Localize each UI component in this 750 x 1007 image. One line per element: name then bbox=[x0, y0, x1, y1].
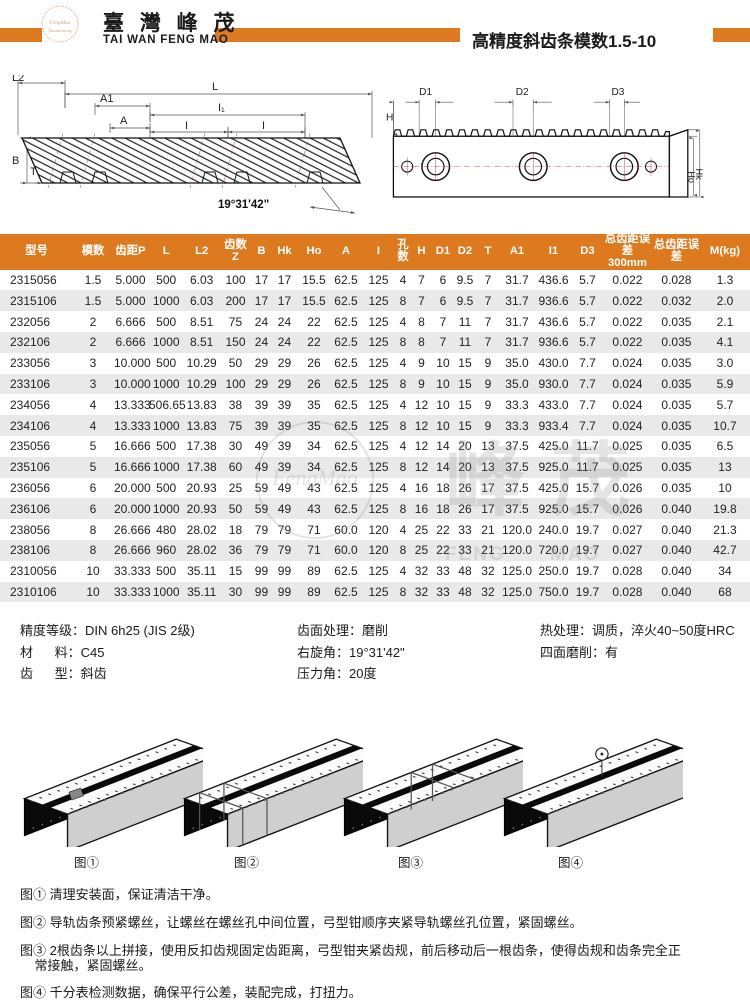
svg-text:L2: L2 bbox=[12, 75, 24, 84]
svg-text:FengMao: FengMao bbox=[271, 465, 358, 490]
svg-text:峰: 峰 bbox=[445, 436, 525, 525]
svg-text:D1: D1 bbox=[419, 87, 432, 98]
svg-text:H: H bbox=[386, 113, 393, 124]
svg-text:D2: D2 bbox=[516, 87, 529, 98]
svg-text:FENG: FENG bbox=[445, 544, 506, 565]
svg-text:FengMao: FengMao bbox=[49, 20, 71, 26]
svg-text:D3: D3 bbox=[611, 87, 624, 98]
svg-text:Hk: Hk bbox=[694, 168, 704, 180]
svg-text:B: B bbox=[12, 155, 19, 167]
svg-text:Manufacturing: Manufacturing bbox=[48, 29, 72, 33]
svg-text:I₁: I₁ bbox=[218, 102, 225, 114]
svg-text:19°31'42": 19°31'42" bbox=[218, 199, 269, 211]
svg-text:MAO: MAO bbox=[550, 544, 600, 565]
svg-text:I: I bbox=[185, 120, 188, 132]
svg-text:I: I bbox=[262, 120, 265, 132]
svg-text:A1: A1 bbox=[100, 93, 113, 105]
svg-text:A: A bbox=[120, 115, 128, 127]
svg-text:茂: 茂 bbox=[550, 436, 630, 525]
svg-text:L: L bbox=[212, 81, 218, 93]
